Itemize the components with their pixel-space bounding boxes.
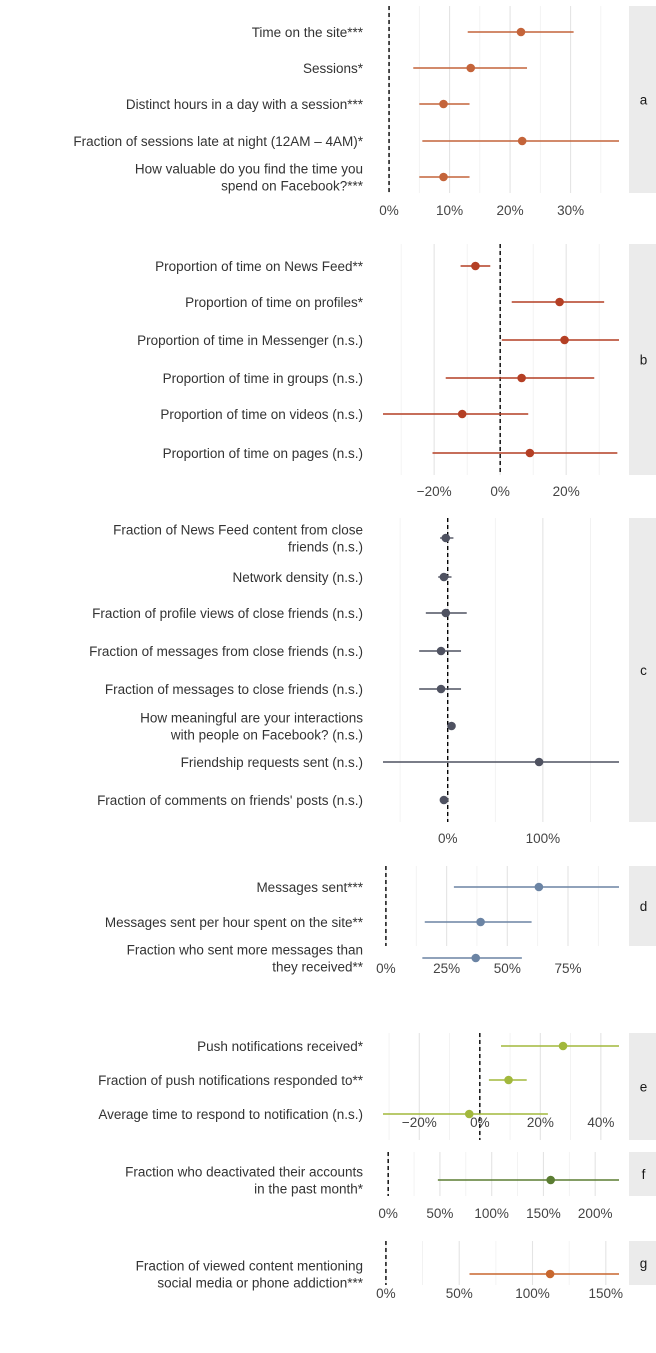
- point-estimate: [535, 758, 544, 767]
- point-estimate: [437, 647, 446, 656]
- x-tick-label: 0%: [490, 484, 510, 499]
- row-label: Network density (n.s.): [232, 570, 363, 585]
- point-estimate: [442, 609, 451, 618]
- point-estimate: [471, 262, 480, 271]
- point-estimate: [535, 883, 544, 892]
- point-estimate: [458, 410, 467, 419]
- point-estimate: [517, 28, 526, 37]
- row-label: Proportion of time in Messenger (n.s.): [137, 333, 363, 348]
- x-tick-label: 150%: [526, 1206, 561, 1221]
- x-tick-label: 10%: [436, 203, 463, 218]
- row-label: How meaningful are your interactions: [140, 711, 363, 726]
- point-estimate: [442, 534, 451, 543]
- point-estimate: [476, 918, 485, 927]
- row-label: Fraction of messages from close friends …: [89, 644, 363, 659]
- facet-label: b: [640, 353, 648, 368]
- row-label: Fraction of sessions late at night (12AM…: [73, 134, 363, 149]
- row-label: Fraction of comments on friends' posts (…: [97, 793, 363, 808]
- row-label: Proportion of time on pages (n.s.): [163, 446, 363, 461]
- row-label: Messages sent***: [256, 880, 363, 895]
- row-label: Fraction of messages to close friends (n…: [105, 682, 363, 697]
- row-label: with people on Facebook? (n.s.): [170, 728, 363, 743]
- facet-label: e: [640, 1080, 648, 1095]
- point-estimate: [560, 336, 569, 345]
- x-tick-label: 0%: [376, 1286, 396, 1301]
- point-estimate: [439, 100, 448, 109]
- point-estimate: [559, 1042, 568, 1051]
- row-label: Fraction of push notifications responded…: [98, 1073, 364, 1088]
- row-label: spend on Facebook?***: [221, 179, 364, 194]
- point-estimate: [555, 298, 564, 307]
- row-label: Fraction of News Feed content from close: [113, 523, 363, 538]
- row-label: Proportion of time on News Feed**: [155, 259, 364, 274]
- row-label: Push notifications received*: [197, 1039, 364, 1054]
- x-tick-label: 100%: [526, 831, 561, 846]
- row-label: Fraction of profile views of close frien…: [92, 606, 363, 621]
- x-tick-label: 100%: [474, 1206, 509, 1221]
- x-tick-label: 0%: [438, 831, 458, 846]
- x-tick-label: 0%: [378, 1206, 398, 1221]
- x-tick-label: 100%: [515, 1286, 550, 1301]
- row-label: Fraction who deactivated their accounts: [125, 1165, 363, 1180]
- row-label: they received**: [272, 960, 364, 975]
- point-estimate: [440, 573, 449, 582]
- point-estimate: [504, 1076, 513, 1085]
- x-tick-label: 20%: [527, 1115, 554, 1130]
- x-tick-label: 25%: [433, 961, 460, 976]
- facet-label: f: [642, 1167, 646, 1182]
- point-estimate: [517, 374, 526, 383]
- x-tick-label: 20%: [497, 203, 524, 218]
- row-label: Friendship requests sent (n.s.): [181, 755, 363, 770]
- row-label: Proportion of time on videos (n.s.): [160, 407, 363, 422]
- x-tick-label: 30%: [557, 203, 584, 218]
- x-tick-label: 50%: [494, 961, 521, 976]
- x-tick-label: 0%: [379, 203, 399, 218]
- row-label: Time on the site***: [252, 25, 364, 40]
- facet-label: d: [640, 899, 648, 914]
- row-label: How valuable do you find the time you: [135, 162, 363, 177]
- point-estimate: [440, 796, 449, 805]
- facet-label: a: [640, 93, 648, 108]
- point-estimate: [471, 954, 480, 963]
- row-label: Average time to respond to notification …: [98, 1107, 363, 1122]
- point-estimate: [439, 173, 448, 182]
- point-estimate: [437, 685, 446, 694]
- row-label: Distinct hours in a day with a session**…: [126, 97, 364, 112]
- row-label: friends (n.s.): [288, 540, 363, 555]
- point-estimate: [546, 1270, 555, 1279]
- point-estimate: [447, 722, 456, 731]
- row-label: Fraction of viewed content mentioning: [136, 1259, 363, 1274]
- point-estimate: [518, 137, 527, 146]
- row-label: Proportion of time in groups (n.s.): [163, 371, 363, 386]
- point-estimate: [466, 64, 475, 73]
- row-label: in the past month*: [254, 1182, 364, 1197]
- x-tick-label: 40%: [587, 1115, 614, 1130]
- row-label: Proportion of time on profiles*: [185, 295, 364, 310]
- row-label: Sessions*: [303, 61, 364, 76]
- x-tick-label: 0%: [470, 1115, 490, 1130]
- x-tick-label: 75%: [554, 961, 581, 976]
- facet-label: c: [640, 663, 647, 678]
- row-label: Fraction who sent more messages than: [127, 943, 363, 958]
- x-tick-label: −20%: [402, 1115, 437, 1130]
- point-estimate: [526, 449, 535, 458]
- x-tick-label: −20%: [417, 484, 452, 499]
- x-tick-label: 50%: [426, 1206, 453, 1221]
- row-label: Messages sent per hour spent on the site…: [105, 915, 364, 930]
- x-tick-label: 20%: [553, 484, 580, 499]
- row-label: social media or phone addiction***: [157, 1276, 363, 1291]
- facet-label: g: [640, 1256, 648, 1271]
- x-tick-label: 200%: [578, 1206, 613, 1221]
- x-tick-label: 150%: [589, 1286, 624, 1301]
- point-estimate: [546, 1176, 555, 1185]
- x-tick-label: 0%: [376, 961, 396, 976]
- x-tick-label: 50%: [446, 1286, 473, 1301]
